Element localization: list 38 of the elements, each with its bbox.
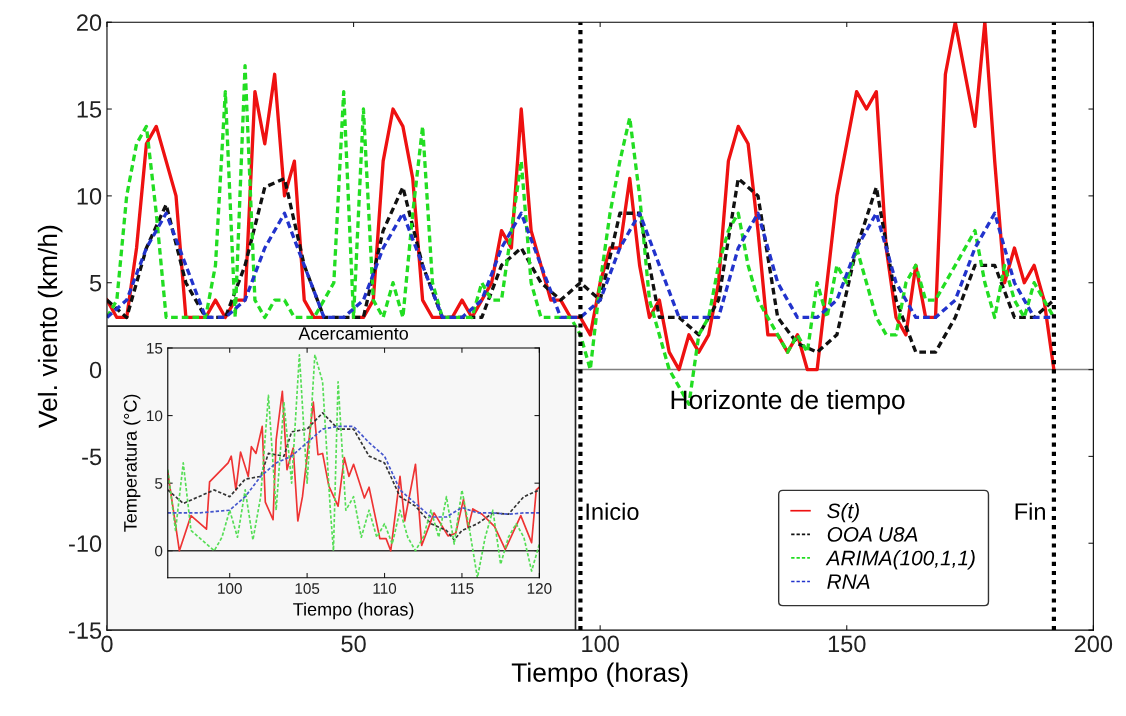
x-tick-label: 100 bbox=[582, 635, 619, 653]
y-tick-label: 5 bbox=[89, 275, 102, 292]
y-tick-label: 20 bbox=[77, 14, 102, 31]
legend-label: ARIMA(100,1,1) bbox=[825, 550, 975, 570]
legend-label: RNA bbox=[827, 574, 870, 589]
x-tick-label: 115 bbox=[450, 583, 474, 594]
legend-label: OOA U8A bbox=[827, 527, 918, 542]
line-series bbox=[167, 412, 540, 541]
line-series bbox=[106, 176, 1056, 354]
ref-line-label: Fin bbox=[1015, 502, 1045, 520]
y-tick-label: -5 bbox=[82, 448, 102, 466]
annotation: Horizonte de tiempo bbox=[671, 389, 905, 415]
chart-title: Acercamiento bbox=[298, 326, 408, 340]
y-tick-label: 15 bbox=[147, 343, 163, 354]
x-tick-label: 0 bbox=[101, 635, 113, 653]
x-tick-label: 200 bbox=[1074, 635, 1113, 653]
y-tick-label: 10 bbox=[77, 187, 102, 205]
x-tick-label: 50 bbox=[341, 635, 366, 653]
y-axis-title: Vel. viento (km/h) bbox=[37, 225, 63, 428]
y-tick-label: 15 bbox=[77, 101, 102, 118]
x-tick-label: 105 bbox=[295, 583, 320, 594]
y-tick-label: 0 bbox=[89, 361, 102, 379]
x-axis-title: Tiempo (horas) bbox=[293, 602, 414, 620]
x-tick-label: 110 bbox=[373, 583, 397, 594]
legend-label: S(t) bbox=[827, 502, 859, 523]
line-series bbox=[167, 425, 540, 518]
ref-line-label: Inicio bbox=[586, 502, 639, 521]
y-tick-label: -15 bbox=[69, 622, 102, 639]
y-tick-label: -10 bbox=[69, 535, 102, 553]
line-series bbox=[167, 390, 540, 552]
y-tick-label: 10 bbox=[147, 410, 163, 422]
x-tick-label: 120 bbox=[527, 583, 552, 594]
y-tick-label: 0 bbox=[155, 545, 163, 557]
y-tick-label: 5 bbox=[155, 478, 163, 489]
x-tick-label: 150 bbox=[828, 635, 866, 653]
y-axis-title: Temperatura (°C) bbox=[123, 394, 141, 532]
x-tick-label: 100 bbox=[218, 583, 242, 594]
x-axis-title: Tiempo (horas) bbox=[511, 662, 688, 688]
